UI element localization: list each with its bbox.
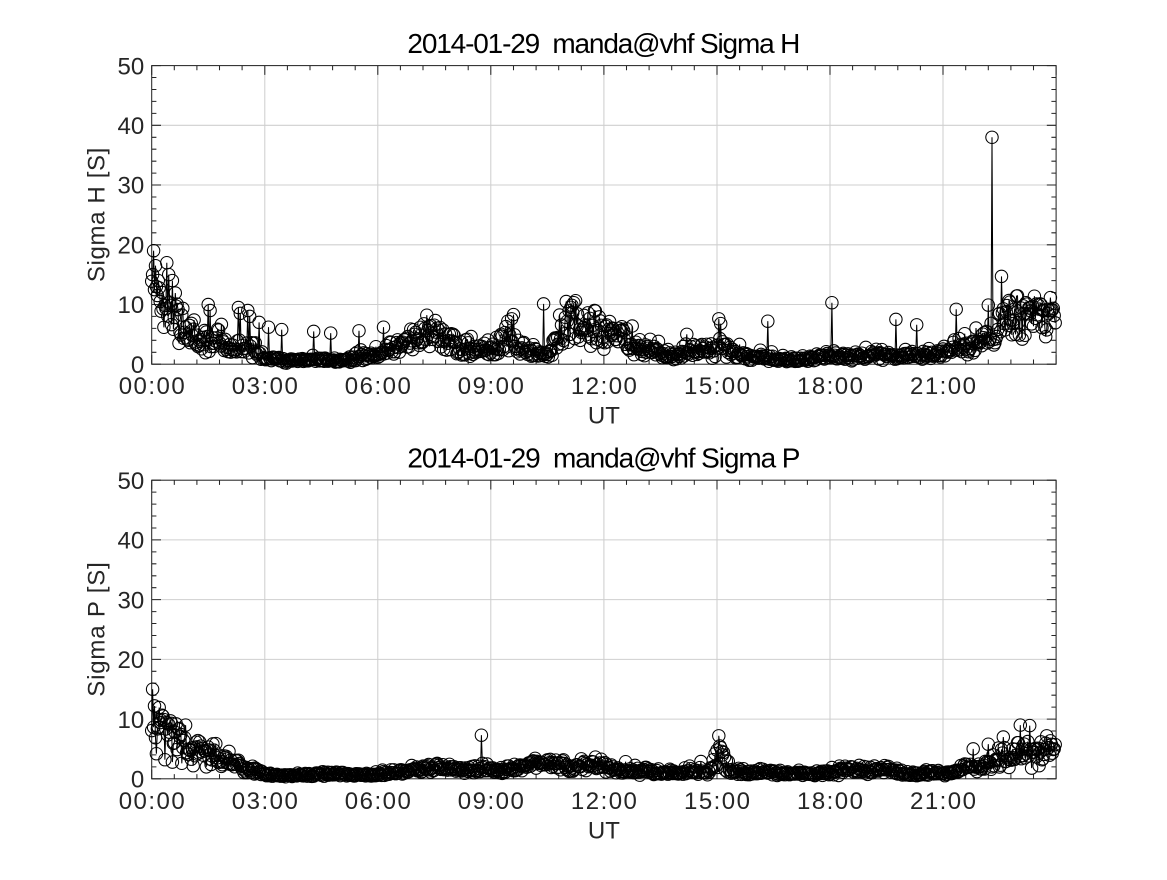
svg-text:30: 30 [117, 587, 144, 614]
svg-text:50: 50 [117, 468, 144, 495]
svg-text:20: 20 [117, 233, 144, 260]
svg-text:09:00: 09:00 [458, 373, 524, 400]
svg-text:18:00: 18:00 [797, 373, 863, 400]
svg-text:Sigma H [S]: Sigma H [S] [84, 148, 111, 283]
svg-text:UT: UT [588, 403, 620, 430]
svg-text:21:00: 21:00 [910, 373, 976, 400]
svg-text:15:00: 15:00 [684, 788, 750, 815]
svg-text:12:00: 12:00 [571, 788, 637, 815]
svg-text:00:00: 00:00 [119, 373, 185, 400]
svg-text:15:00: 15:00 [684, 373, 750, 400]
svg-text:21:00: 21:00 [910, 788, 976, 815]
svg-text:09:00: 09:00 [458, 788, 524, 815]
svg-text:50: 50 [117, 53, 144, 80]
svg-text:03:00: 03:00 [232, 788, 298, 815]
svg-text:30: 30 [117, 173, 144, 200]
svg-text:0: 0 [131, 352, 144, 379]
svg-text:18:00: 18:00 [797, 788, 863, 815]
svg-text:12:00: 12:00 [571, 373, 637, 400]
svg-text:2014-01-29 manda@vhf Sigma H: 2014-01-29 manda@vhf Sigma H [407, 28, 800, 59]
svg-text:06:00: 06:00 [345, 373, 411, 400]
svg-text:06:00: 06:00 [345, 788, 411, 815]
svg-text:2014-01-29 manda@vhf Sigma P: 2014-01-29 manda@vhf Sigma P [407, 443, 800, 474]
svg-text:40: 40 [117, 113, 144, 140]
svg-text:20: 20 [117, 647, 144, 674]
svg-text:03:00: 03:00 [232, 373, 298, 400]
svg-text:40: 40 [117, 528, 144, 555]
svg-text:10: 10 [117, 707, 144, 734]
svg-text:UT: UT [588, 817, 620, 844]
svg-text:0: 0 [131, 767, 144, 794]
svg-text:10: 10 [117, 292, 144, 319]
svg-text:Sigma P [S]: Sigma P [S] [84, 562, 111, 697]
svg-text:00:00: 00:00 [119, 788, 185, 815]
